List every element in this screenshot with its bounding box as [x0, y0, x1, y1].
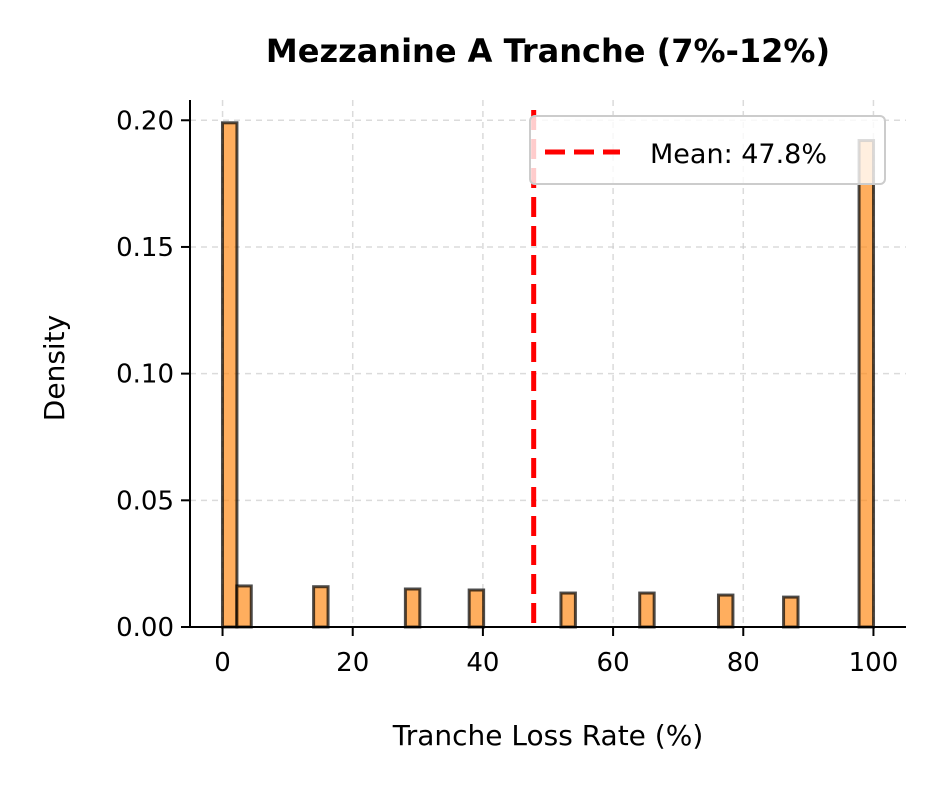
x-tick-label: 100: [849, 648, 899, 678]
x-tick-label: 0: [214, 648, 231, 678]
y-tick-label: 0.10: [116, 360, 174, 390]
histogram-bar: [467, 588, 486, 629]
histogram-bar: [782, 595, 800, 629]
y-tick-label: 0.05: [116, 486, 174, 516]
histogram-bar: [716, 593, 735, 629]
x-tick-label: 20: [336, 648, 369, 678]
legend-mean-label: Mean: 47.8%: [650, 139, 827, 170]
x-tick-label: 40: [466, 648, 499, 678]
histogram-bar: [220, 121, 239, 629]
histogram-bar: [857, 139, 876, 629]
chart-title: Mezzanine A Tranche (7%-12%): [266, 32, 830, 70]
x-tick-label: 60: [597, 648, 630, 678]
y-tick-label: 0.00: [116, 613, 174, 643]
histogram-bar: [235, 584, 253, 629]
legend-box: [529, 115, 886, 185]
histogram-bar: [638, 591, 656, 629]
legend: Mean: 47.8%: [529, 115, 886, 185]
histogram-bar: [312, 585, 330, 629]
y-axis-label: Density: [38, 315, 71, 421]
x-axis-label: Tranche Loss Rate (%): [392, 719, 704, 752]
axes: 0 20 40 60 80 100 0.00 0.05 0.10 0.15 0.20: [116, 100, 906, 678]
y-tick-label: 0.15: [116, 233, 174, 263]
histogram-bar: [559, 591, 577, 629]
y-tick-label: 0.20: [116, 106, 174, 136]
histogram-bar: [403, 587, 422, 629]
x-tick-label: 80: [727, 648, 760, 678]
bars: [220, 121, 876, 629]
